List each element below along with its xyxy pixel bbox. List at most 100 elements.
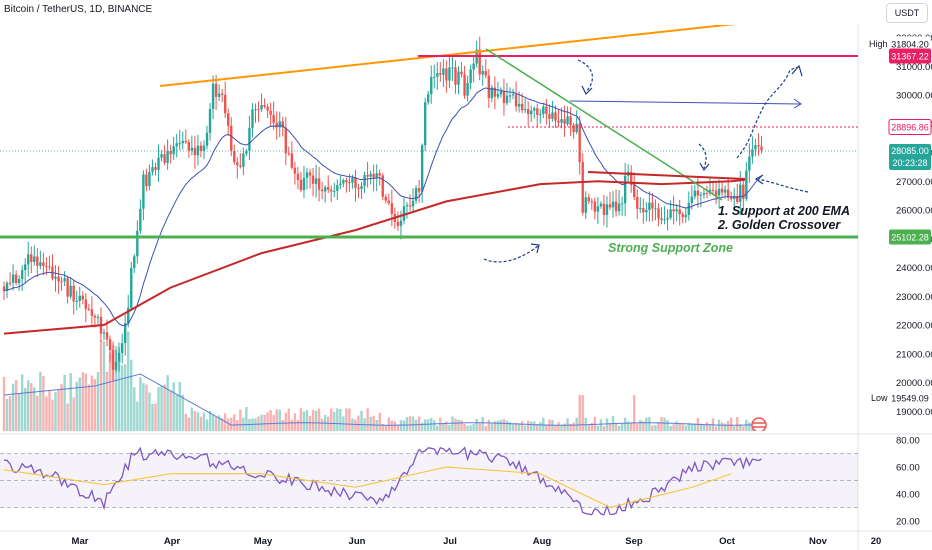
volume-bar xyxy=(514,422,518,431)
volume-bar xyxy=(169,390,172,431)
candle-body xyxy=(387,200,391,204)
volume-bar xyxy=(266,412,269,431)
candle-body xyxy=(757,145,760,147)
volume-bar xyxy=(387,417,391,431)
volume-bar xyxy=(590,422,594,431)
candle-body xyxy=(372,173,375,178)
volume-bar xyxy=(690,423,694,431)
volume-bar xyxy=(124,364,127,431)
candle-body xyxy=(466,82,469,96)
volume-bar xyxy=(475,418,478,431)
candle-body xyxy=(163,154,166,163)
candle-body xyxy=(423,102,427,146)
candle-body xyxy=(487,75,490,99)
volume-bar xyxy=(526,420,530,431)
volume-bar xyxy=(411,416,415,431)
candle-body xyxy=(496,94,500,97)
candle-body xyxy=(290,153,294,168)
candle-body xyxy=(408,205,412,207)
volume-bar xyxy=(208,411,212,431)
arrow-support xyxy=(483,245,539,263)
volume-bar xyxy=(617,426,621,431)
candle-body xyxy=(257,109,260,111)
candle-body xyxy=(342,180,345,184)
volume-bar xyxy=(633,395,636,431)
candle-body xyxy=(693,190,697,197)
volume-bar xyxy=(214,416,218,431)
candle-body xyxy=(57,276,60,282)
candle-body xyxy=(93,315,97,318)
candle-body xyxy=(360,186,363,189)
volume-bar xyxy=(505,420,509,431)
arrow-support-head xyxy=(530,243,540,254)
candle-body xyxy=(587,197,590,202)
candles xyxy=(2,36,763,381)
candle-body xyxy=(590,201,594,203)
volume-bar xyxy=(314,410,318,431)
volume-bar xyxy=(17,393,21,431)
price-tick-label: 26000.00 xyxy=(896,206,932,217)
volume-bar xyxy=(517,423,521,431)
candle-body xyxy=(684,215,687,218)
volume-bars xyxy=(2,331,763,431)
volume-bar xyxy=(502,419,506,431)
candle-body xyxy=(720,188,724,193)
candle-body xyxy=(233,150,236,163)
volume-bar xyxy=(139,377,142,431)
candle-body xyxy=(469,69,472,83)
volume-bar xyxy=(217,415,221,431)
volume-bar xyxy=(445,421,448,431)
volume-bar xyxy=(63,374,66,431)
volume-bar xyxy=(157,387,160,431)
support-price-tag: 25102.28 xyxy=(891,233,929,243)
candle-body xyxy=(726,189,730,198)
candle-body xyxy=(681,214,684,218)
price-tick-label: 24000.00 xyxy=(896,263,932,274)
volume-bar xyxy=(330,408,333,431)
candle-body xyxy=(81,295,84,300)
volume-bar xyxy=(499,420,503,431)
downtrend-line xyxy=(485,48,723,201)
candle-body xyxy=(336,185,339,191)
candle-body xyxy=(584,197,587,213)
high-value-label: 31804.20 xyxy=(891,40,929,50)
candle-body xyxy=(263,105,266,107)
chart-title: Bitcoin / TetherUS, 1D, BINANCE xyxy=(4,4,153,15)
volume-bar xyxy=(281,419,284,431)
candle-body xyxy=(351,177,354,183)
candle-body xyxy=(751,149,754,157)
candle-body xyxy=(533,108,536,111)
candle-body xyxy=(184,140,187,143)
volume-bar xyxy=(20,374,24,431)
volume-bar xyxy=(263,414,266,431)
volume-bar xyxy=(36,395,39,431)
candle-body xyxy=(672,209,675,212)
volume-bar xyxy=(542,417,545,431)
candle-body xyxy=(520,103,524,111)
volume-bar xyxy=(645,417,648,431)
volume-bar xyxy=(636,423,639,431)
currency-button[interactable]: USDT xyxy=(886,3,928,23)
volume-bar xyxy=(311,409,315,431)
volume-bar xyxy=(714,426,718,431)
candle-body xyxy=(166,151,169,163)
candle-body xyxy=(545,106,548,115)
candle-body xyxy=(611,201,615,208)
candle-body xyxy=(296,173,300,180)
volume-bar xyxy=(487,419,490,431)
volume-bar xyxy=(663,417,666,431)
volume-bar xyxy=(569,423,572,431)
candle-body xyxy=(124,323,127,344)
candle-body xyxy=(178,143,181,145)
volume-bar xyxy=(193,411,197,431)
candle-body xyxy=(248,127,251,151)
price-tick-label: 22000.00 xyxy=(896,321,932,332)
volume-bar xyxy=(42,376,45,431)
ema200-highlight xyxy=(587,171,746,180)
volume-bar xyxy=(120,365,124,431)
volume-bar xyxy=(184,413,187,431)
volume-bar xyxy=(748,422,751,431)
candle-body xyxy=(669,209,672,218)
volume-bar xyxy=(581,395,584,431)
